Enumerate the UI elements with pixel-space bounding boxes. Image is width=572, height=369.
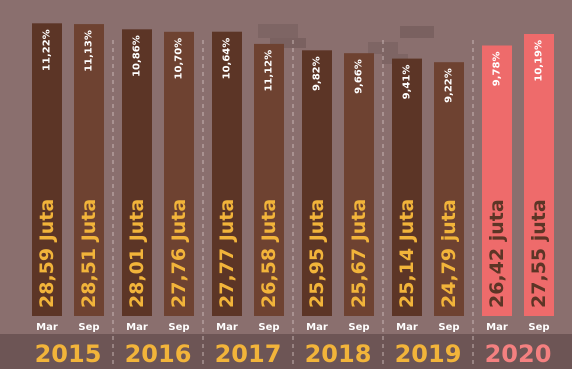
year-label: 2018 xyxy=(305,340,372,368)
value-label: 27,76 Juta xyxy=(168,199,190,308)
percent-label: 11,22% xyxy=(42,29,53,71)
value-label: 27,55 juta xyxy=(528,199,550,308)
bar-2019-mar xyxy=(392,58,422,316)
percent-label: 9,78% xyxy=(492,52,503,87)
month-label: Sep xyxy=(438,322,459,333)
value-label: 25,95 Juta xyxy=(306,199,328,308)
percent-label: 9,82% xyxy=(312,56,323,91)
bar-2017-sep xyxy=(254,43,284,317)
percent-label: 10,19% xyxy=(534,40,545,82)
value-labels: 28,59 Juta 28,51 Juta 28,01 Juta 27,76 Juta… xyxy=(36,199,550,308)
value-label: 24,79 juta xyxy=(438,199,460,308)
bar-2015-mar xyxy=(32,23,62,317)
percent-label: 11,12% xyxy=(264,50,275,92)
year-label: 2017 xyxy=(215,340,282,368)
brick-decoration xyxy=(270,38,306,48)
value-label: 25,14 Juta xyxy=(396,199,418,308)
value-label: 28,59 Juta xyxy=(36,199,58,308)
month-label: Sep xyxy=(528,322,549,333)
percent-labels: 11,22% 11,13% 10,86% 10,70% 10,64% 11,12% 9,82… xyxy=(42,29,545,103)
value-label: 27,77 Juta xyxy=(216,199,238,308)
year-label: 2015 xyxy=(35,340,102,368)
bar-2016-mar xyxy=(122,29,152,317)
month-label: Mar xyxy=(396,322,418,333)
percent-label: 9,66% xyxy=(354,59,365,94)
bar-2020-mar xyxy=(482,45,512,316)
month-label: Sep xyxy=(348,322,369,333)
month-label: Sep xyxy=(168,322,189,333)
percent-label: 10,70% xyxy=(174,38,185,80)
month-labels: Mar Sep Mar Sep Mar Sep Mar Sep Mar Sep Mar Sep xyxy=(36,322,549,333)
percent-label: 10,86% xyxy=(132,35,143,77)
month-label: Mar xyxy=(36,322,58,333)
month-label: Mar xyxy=(306,322,328,333)
value-label: 26,42 juta xyxy=(486,199,508,308)
bar-series xyxy=(32,23,554,317)
value-label: 26,58 Juta xyxy=(258,199,280,308)
bar-2015-sep xyxy=(74,24,104,316)
month-label: Sep xyxy=(78,322,99,333)
year-label: 2020 xyxy=(485,340,552,368)
bar-2020-sep xyxy=(524,34,554,316)
percent-label: 10,64% xyxy=(222,38,233,80)
year-label: 2016 xyxy=(125,340,192,368)
bar-2016-sep xyxy=(164,31,194,317)
month-label: Mar xyxy=(126,322,148,333)
bar-2017-mar xyxy=(212,31,242,316)
month-label: Sep xyxy=(258,322,279,333)
year-label: 2019 xyxy=(395,340,462,368)
month-label: Mar xyxy=(216,322,238,333)
value-label: 28,51 Juta xyxy=(78,199,100,308)
bar-2018-sep xyxy=(344,53,374,316)
value-label: 28,01 Juta xyxy=(126,199,148,308)
percent-label: 11,13% xyxy=(84,30,95,72)
month-label: Mar xyxy=(486,322,508,333)
bottom-band xyxy=(0,334,572,369)
bar-2018-mar xyxy=(302,50,332,317)
brick-decoration xyxy=(400,26,434,38)
year-labels: 2015 2016 2017 2018 2019 2020 xyxy=(35,340,552,368)
value-label: 25,67 Juta xyxy=(348,199,370,308)
year-dividers xyxy=(112,40,474,368)
brick-decoration xyxy=(258,24,298,38)
percent-label: 9,22% xyxy=(444,68,455,103)
bar-2019-sep xyxy=(434,62,464,317)
percent-label: 9,41% xyxy=(402,65,413,100)
